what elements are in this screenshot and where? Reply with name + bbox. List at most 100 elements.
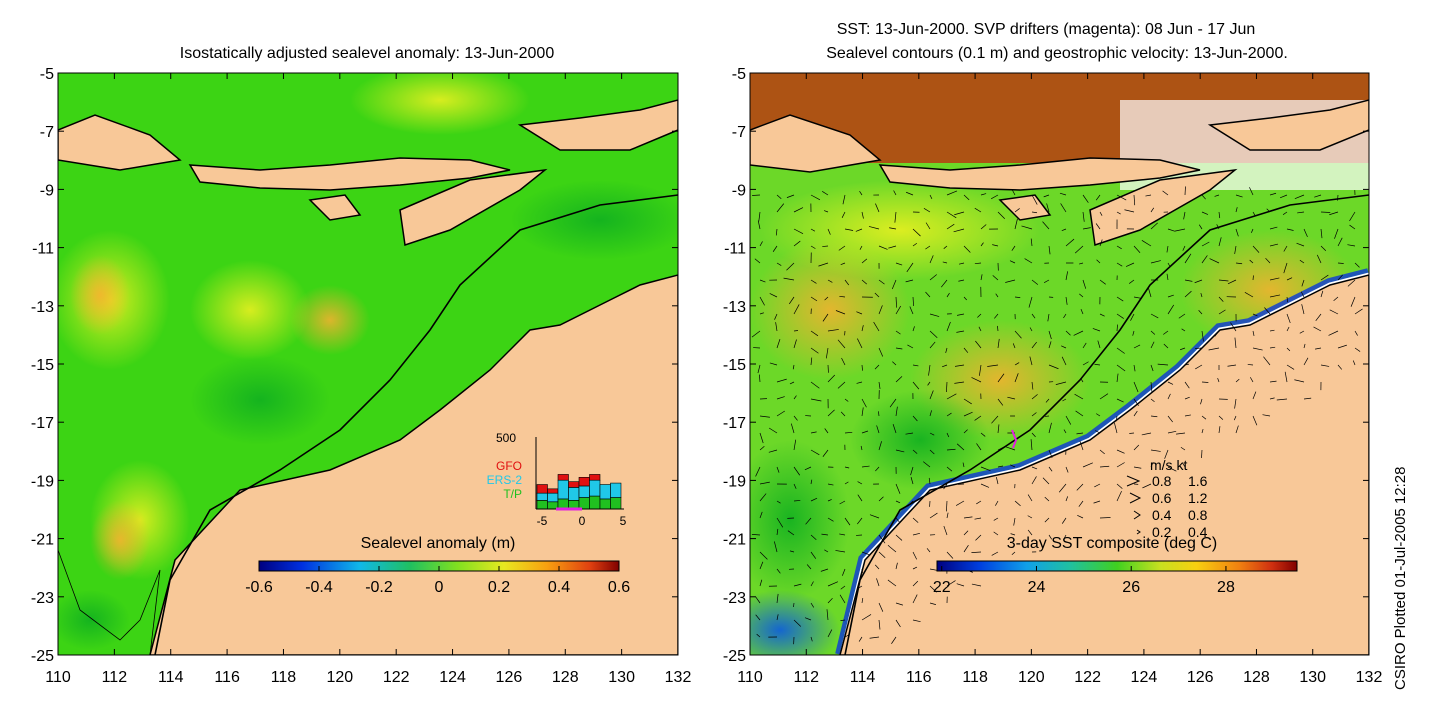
left-lon-label: 110 bbox=[45, 669, 71, 686]
right-lon-label: 132 bbox=[1356, 669, 1383, 686]
left-lat-label: -13 bbox=[31, 299, 54, 316]
right-colorbar bbox=[937, 561, 1297, 571]
right-lon-label: 120 bbox=[1018, 669, 1045, 686]
left-lon-label: 132 bbox=[665, 669, 692, 686]
right-lon-label: 126 bbox=[1187, 669, 1214, 686]
velocity-key-kt-0: 1.6 bbox=[1188, 473, 1208, 489]
left-lat-label: -23 bbox=[31, 590, 54, 607]
left-panel-map: Isostatically adjusted sealevel anomaly:… bbox=[31, 45, 692, 686]
left-lon-label: 130 bbox=[608, 669, 635, 686]
left-cbar-ticks-tick-label: -0.2 bbox=[365, 579, 393, 596]
right-lat-label: -5 bbox=[732, 66, 746, 83]
inset-bar-ers bbox=[548, 493, 559, 502]
inset-bar-ers bbox=[611, 483, 622, 497]
left-cbar-ticks-tick-label: -0.4 bbox=[305, 579, 333, 596]
right-panel-map: SST: 13-Jun-2000. SVP drifters (magenta)… bbox=[720, 21, 1382, 686]
left-lon-label: 122 bbox=[383, 669, 410, 686]
inset-bar-ers bbox=[579, 486, 590, 498]
right-lon-label: 116 bbox=[906, 669, 932, 686]
inset-legend-tp: T/P bbox=[503, 487, 522, 501]
left-cbar-ticks-tick-label: -0.6 bbox=[245, 579, 273, 596]
inset-bar-gfo bbox=[590, 474, 601, 480]
right-lon-label: 124 bbox=[1131, 669, 1158, 686]
left-lon-label: 124 bbox=[439, 669, 466, 686]
right-lat-label: -19 bbox=[723, 473, 746, 490]
inset-bar-gfo bbox=[537, 485, 548, 494]
velocity-key-ms-2: 0.4 bbox=[1152, 507, 1172, 523]
inset-bar-ers bbox=[558, 480, 569, 499]
right-lat-label: -7 bbox=[732, 124, 746, 141]
velocity-key-kt-1: 1.2 bbox=[1188, 490, 1208, 506]
right-cbar-ticks-tick-label: 24 bbox=[1028, 579, 1046, 596]
right-cbar-ticks-tick-label: 22 bbox=[933, 579, 951, 596]
left-lon-label: 116 bbox=[214, 669, 240, 686]
right-lon-label: 118 bbox=[962, 669, 988, 686]
left-colorbar-label: Sealevel anomaly (m) bbox=[361, 535, 516, 552]
right-lat-label: -17 bbox=[723, 415, 746, 432]
right-lon-label: 114 bbox=[850, 669, 876, 686]
inset-xtick-5: 5 bbox=[620, 514, 627, 528]
right-lat-label: -15 bbox=[723, 357, 746, 374]
left-lat-label: -7 bbox=[40, 124, 54, 141]
left-lat-label: -15 bbox=[31, 357, 54, 374]
right-colorbar-label: 3-day SST composite (deg C) bbox=[1007, 535, 1217, 552]
right-lat-label: -23 bbox=[723, 590, 746, 607]
inset-bar-gfo bbox=[579, 477, 590, 486]
velocity-key-header: m/s kt bbox=[1150, 457, 1187, 473]
inset-bar-tp bbox=[537, 500, 548, 509]
left-lon-label: 118 bbox=[271, 669, 297, 686]
right-panel-title-line2: Sealevel contours (0.1 m) and geostrophi… bbox=[826, 45, 1288, 62]
left-panel-title: Isostatically adjusted sealevel anomaly:… bbox=[180, 45, 555, 62]
left-lat-label: -25 bbox=[31, 648, 54, 665]
inset-xtick-neg5: -5 bbox=[537, 514, 548, 528]
left-cbar-ticks-tick-label: 0.2 bbox=[488, 579, 510, 596]
inset-bar-gfo bbox=[569, 482, 580, 488]
left-lon-label: 126 bbox=[496, 669, 523, 686]
inset-bar-tp bbox=[558, 499, 569, 509]
right-lat-label: -21 bbox=[723, 532, 746, 549]
inset-bar-tp bbox=[600, 499, 611, 509]
right-lat-label: -11 bbox=[724, 241, 746, 258]
right-lon-label: 130 bbox=[1299, 669, 1326, 686]
inset-bar-gfo bbox=[558, 474, 569, 480]
velocity-key-ms-0: 0.8 bbox=[1152, 473, 1172, 489]
right-lon-label: 122 bbox=[1074, 669, 1101, 686]
right-lat-label: -13 bbox=[723, 299, 746, 316]
inset-bar-tp bbox=[590, 496, 601, 509]
left-lat-label: -17 bbox=[31, 415, 54, 432]
right-cbar-ticks-tick-label: 28 bbox=[1217, 579, 1235, 596]
inset-bar-ers bbox=[569, 487, 580, 500]
right-cbar-ticks-tick-label: 26 bbox=[1122, 579, 1140, 596]
left-lat-label: -5 bbox=[40, 66, 54, 83]
inset-bar-gfo bbox=[548, 489, 559, 493]
left-lat-label: -19 bbox=[31, 473, 54, 490]
inset-bar-tp bbox=[579, 497, 590, 509]
right-lon-label: 112 bbox=[794, 669, 820, 686]
inset-bar-tp bbox=[611, 497, 622, 509]
left-lat-label: -11 bbox=[32, 241, 54, 258]
right-lon-label: 128 bbox=[1243, 669, 1270, 686]
left-cbar-ticks-tick-label: 0.4 bbox=[548, 579, 570, 596]
left-lon-label: 112 bbox=[102, 669, 128, 686]
left-cbar-ticks-tick-label: 0.6 bbox=[608, 579, 630, 596]
right-panel-title-line1: SST: 13-Jun-2000. SVP drifters (magenta)… bbox=[837, 21, 1256, 38]
inset-legend-ers2: ERS-2 bbox=[487, 473, 523, 487]
left-lon-label: 128 bbox=[552, 669, 579, 686]
inset-ymax-label: 500 bbox=[496, 431, 516, 445]
inset-bar-ers bbox=[537, 493, 548, 500]
inset-legend-gfo: GFO bbox=[496, 459, 522, 473]
velocity-key-ms-1: 0.6 bbox=[1152, 490, 1172, 506]
right-lat-label: -9 bbox=[732, 182, 746, 199]
left-lon-label: 114 bbox=[158, 669, 184, 686]
inset-bar-ers bbox=[590, 480, 601, 496]
left-lon-label: 120 bbox=[326, 669, 353, 686]
left-cbar-ticks-tick-label: 0 bbox=[435, 579, 444, 596]
inset-xtick-0: 0 bbox=[579, 514, 586, 528]
right-lat-label: -25 bbox=[723, 648, 746, 665]
left-lat-label: -21 bbox=[31, 532, 54, 549]
velocity-key-kt-2: 0.8 bbox=[1188, 507, 1208, 523]
right-lon-label: 110 bbox=[737, 669, 763, 686]
plot-credit-note: CSIRO Plotted 01-Jul-2005 12:28 bbox=[1392, 370, 1409, 690]
